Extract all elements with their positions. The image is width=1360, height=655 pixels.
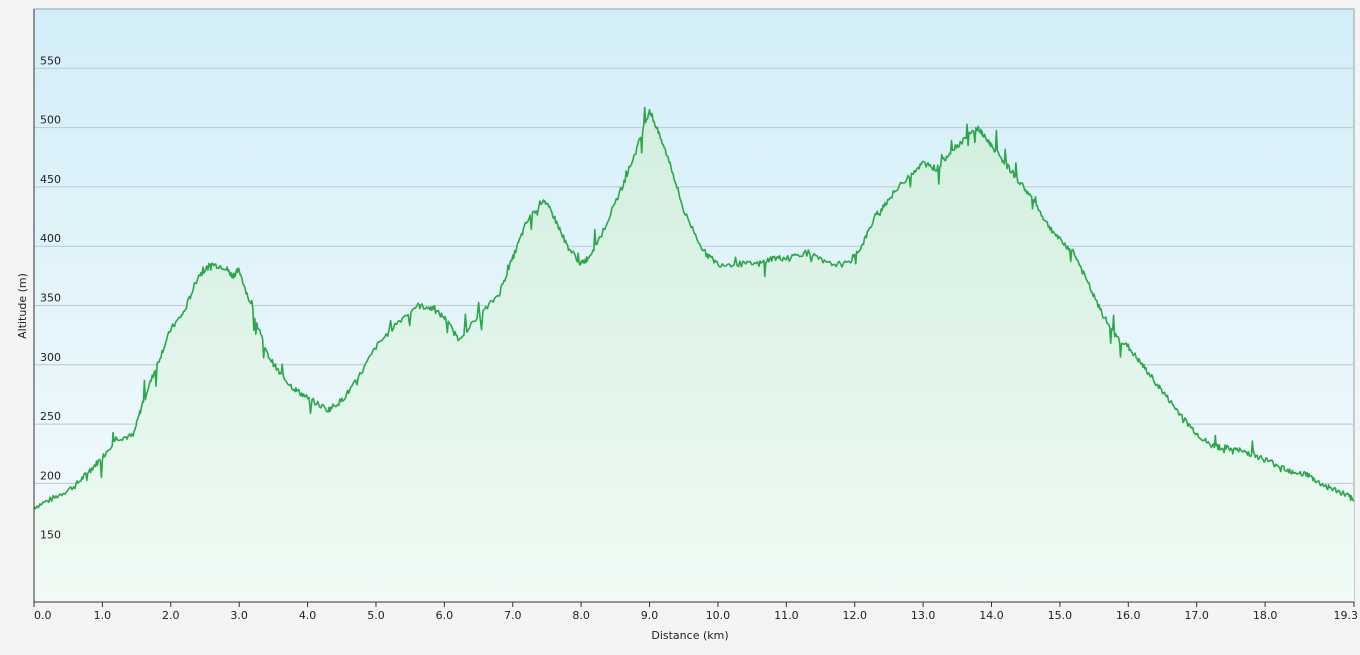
y-ticks: 150 200 250 300 350 400 450 500 550 [40,54,61,541]
x-tick-label: 1.0 [94,609,112,622]
x-tick-label: 17.0 [1184,609,1209,622]
x-tick-label: 10.0 [706,609,731,622]
x-tick-label: 8.0 [572,609,590,622]
y-tick-label: 200 [40,469,61,482]
x-tick-label: 13.0 [911,609,936,622]
x-tick-label: 19.3 [1334,609,1359,622]
y-tick-label: 300 [40,351,61,364]
x-tick-label: 7.0 [504,609,522,622]
elevation-line [33,106,1355,510]
y-tick-label: 250 [40,410,61,423]
x-tick-label: 4.0 [299,609,317,622]
y-tick-label: 150 [40,529,61,542]
y-tick-label: 550 [40,54,61,67]
y-tick-label: 400 [40,232,61,245]
x-tick-label: 11.0 [774,609,799,622]
y-tick-label: 350 [40,292,61,305]
x-tick-label: 9.0 [641,609,659,622]
x-tick-label: 18.0 [1253,609,1278,622]
y-tick-label: 500 [40,114,61,127]
elevation-area [34,107,1354,602]
x-tick-label: 2.0 [162,609,180,622]
y-tick-label: 450 [40,173,61,186]
x-tick-label: 12.0 [842,609,867,622]
x-tick-label: 14.0 [979,609,1004,622]
x-tick-label: 15.0 [1048,609,1073,622]
x-tick-label: 5.0 [367,609,385,622]
x-tick-label: 16.0 [1116,609,1141,622]
x-ticks: 0.0 1.0 2.0 3.0 4.0 5.0 6.0 7.0 8.0 9.0 10.0 11.0 12… [33,602,1359,622]
x-tick-label: 0.0 [34,609,52,622]
y-axis-title: Altitude (m) [16,273,29,339]
x-axis-title: Distance (km) [651,629,728,642]
x-tick-label: 3.0 [230,609,248,622]
x-tick-label: 6.0 [436,609,454,622]
